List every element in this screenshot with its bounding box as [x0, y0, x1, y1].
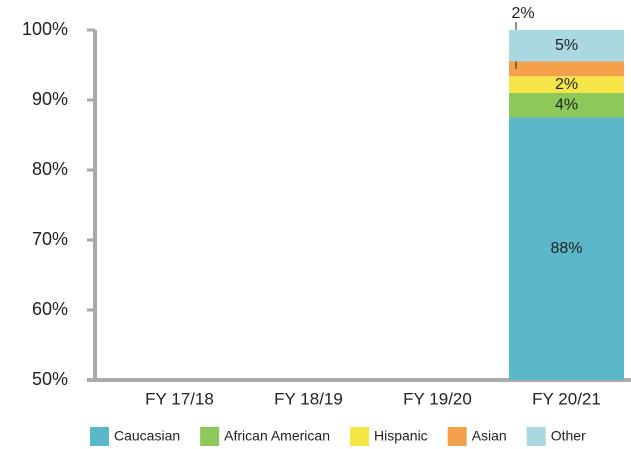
value-label: 2% [555, 76, 578, 93]
y-tick-label: 100% [22, 19, 68, 39]
bar-segment [509, 76, 624, 93]
bar-segment [509, 61, 624, 77]
legend-swatch [200, 427, 220, 446]
legend-label: Caucasian [114, 428, 180, 444]
value-label: 88% [550, 240, 582, 257]
x-tick-label: FY 19/20 [403, 389, 472, 408]
legend-label: Other [551, 428, 586, 444]
value-label: 5% [555, 37, 578, 54]
y-tick-label: 60% [32, 299, 68, 319]
legend-swatch [90, 427, 109, 446]
legend-label: African American [224, 428, 330, 444]
y-tick-label: 70% [32, 229, 68, 249]
y-tick-label: 80% [32, 159, 68, 179]
value-label: 4% [555, 96, 578, 113]
x-tick-label: FY 18/19 [274, 389, 343, 408]
legend-label: Hispanic [374, 428, 428, 444]
bar-segment [509, 30, 624, 62]
legend-swatch [526, 427, 546, 446]
y-tick-label: 90% [32, 89, 68, 109]
x-tick-label: FY 20/21 [532, 389, 601, 408]
legend-swatch [447, 427, 467, 446]
x-tick-label: FY 17/18 [145, 389, 214, 408]
y-tick-label: 50% [32, 369, 68, 389]
legend-label: Asian [472, 428, 507, 444]
legend-swatch [349, 427, 369, 446]
bar-segment [509, 117, 624, 380]
bar-segment [509, 93, 624, 118]
value-label: 2% [511, 5, 534, 22]
